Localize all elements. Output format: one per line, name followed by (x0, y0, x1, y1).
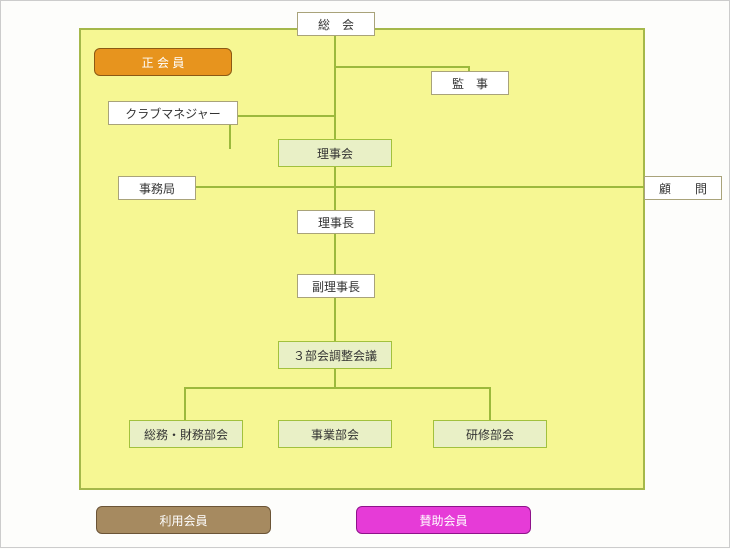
node-sanjokaiin: 賛助会員 (356, 506, 531, 534)
node-rijicho: 理事長 (297, 210, 375, 234)
node-label: 監 事 (452, 75, 488, 92)
connector-line (156, 186, 696, 188)
node-label: 副理事長 (312, 278, 360, 295)
node-label: 賛助会員 (419, 512, 467, 529)
node-label: 理事会 (317, 145, 353, 162)
node-soumuzaimu: 総務・財務部会 (129, 420, 243, 448)
connector-line (184, 387, 186, 421)
connector-line (229, 115, 336, 117)
node-label: 顧 問 (659, 180, 707, 197)
node-sanbukai: ３部会調整会議 (278, 341, 392, 369)
connector-line (184, 387, 490, 389)
node-kanji: 監 事 (431, 71, 509, 95)
connector-line (334, 66, 469, 68)
node-label: 総 会 (318, 16, 354, 33)
node-soukai: 総 会 (297, 12, 375, 36)
connector-line (489, 387, 491, 421)
node-rijikai: 理事会 (278, 139, 392, 167)
node-kensyubukai: 研修部会 (433, 420, 547, 448)
node-label: クラブマネジャー (125, 105, 220, 122)
node-label: 事務局 (139, 180, 175, 197)
node-fukurijicho: 副理事長 (297, 274, 375, 298)
node-riyoukaiin: 利用会員 (96, 506, 271, 534)
node-jigyoubukai: 事業部会 (278, 420, 392, 448)
node-jimukyoku: 事務局 (118, 176, 196, 200)
node-label: 総務・財務部会 (144, 426, 228, 443)
node-label: 事業部会 (311, 426, 359, 443)
node-label: 理事長 (318, 214, 354, 231)
node-label: 研修部会 (466, 426, 514, 443)
node-clubmgr: クラブマネジャー (108, 101, 238, 125)
node-seikaiin: 正 会 員 (94, 48, 232, 76)
node-label: 利用会員 (159, 512, 207, 529)
node-label: ３部会調整会議 (293, 347, 377, 364)
node-komon: 顧 問 (644, 176, 722, 200)
node-label: 正 会 員 (142, 54, 185, 71)
